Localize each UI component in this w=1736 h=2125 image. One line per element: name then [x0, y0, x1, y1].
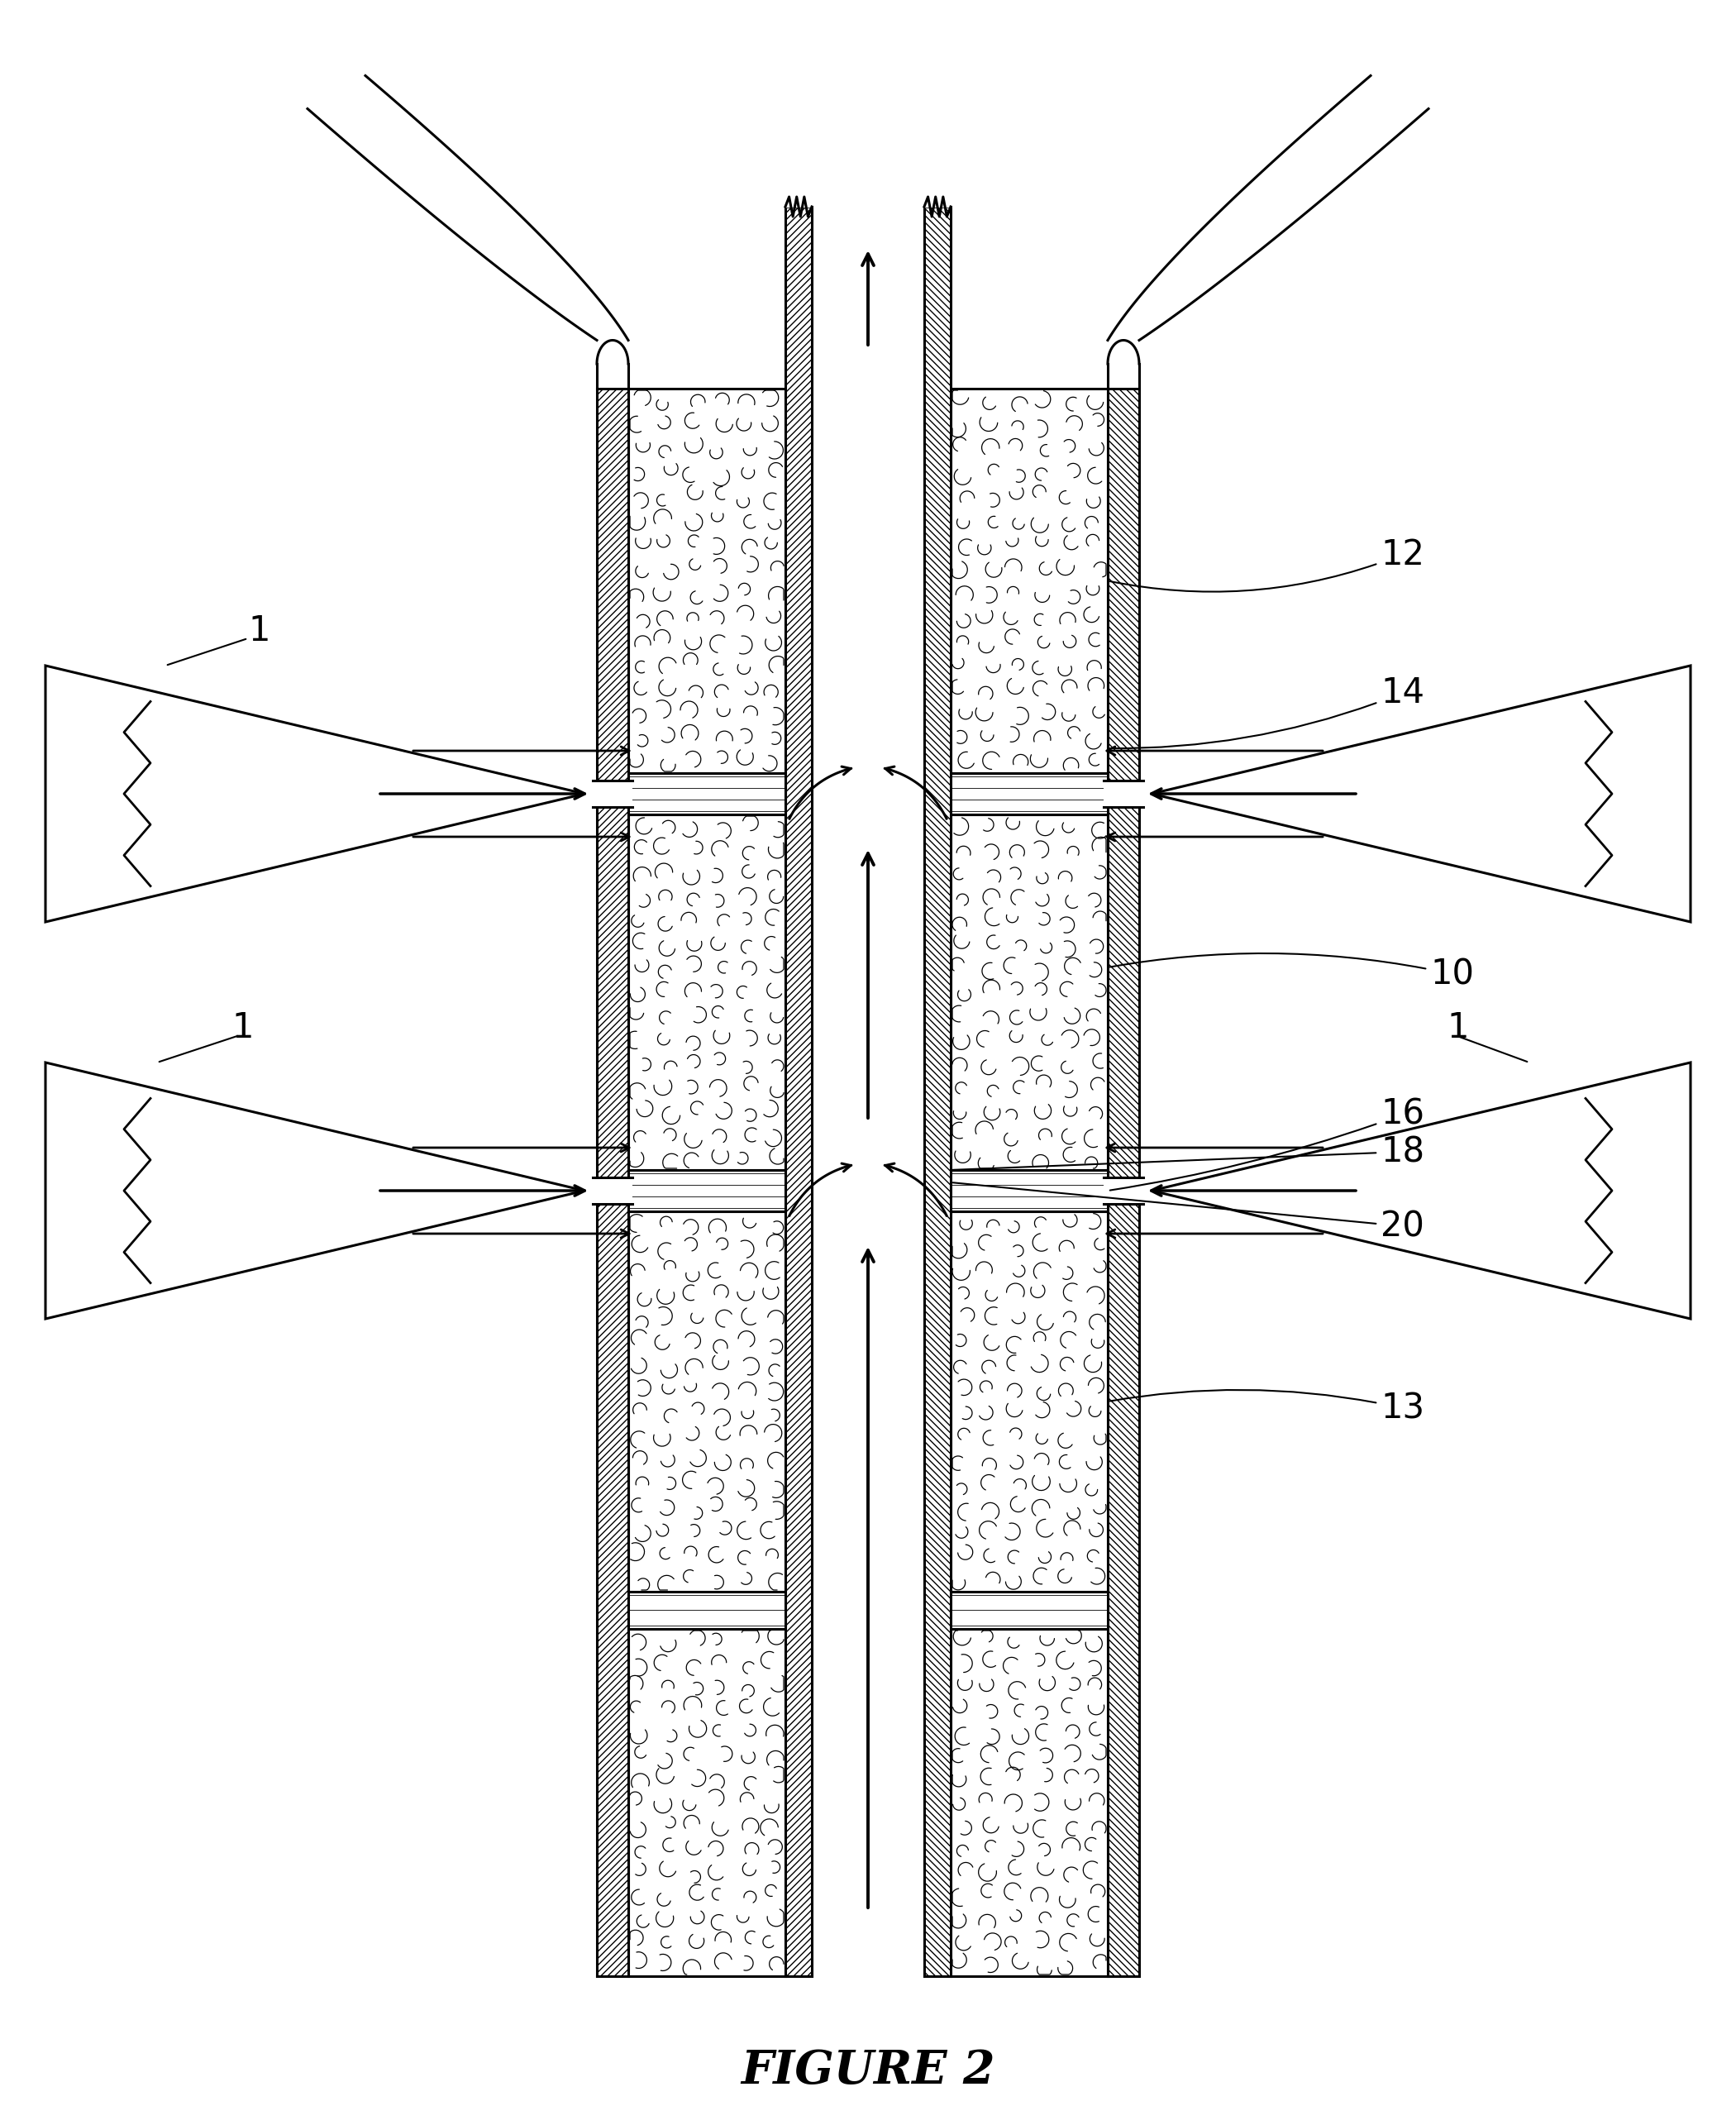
Text: 1: 1 — [248, 614, 269, 648]
Bar — [951, 1171, 1108, 1211]
Bar — [951, 389, 1108, 774]
Bar — [592, 780, 632, 808]
Text: 13: 13 — [1109, 1390, 1425, 1426]
Text: 12: 12 — [1109, 538, 1424, 591]
Text: 10: 10 — [1109, 954, 1474, 992]
Bar — [785, 206, 812, 1976]
Bar — [628, 774, 785, 814]
Bar — [951, 774, 1108, 814]
Bar — [592, 1177, 632, 1205]
Bar — [1104, 780, 1144, 808]
Text: 1: 1 — [231, 1009, 253, 1046]
Text: 14: 14 — [1109, 676, 1424, 748]
Bar — [1104, 1177, 1144, 1205]
Bar — [597, 389, 628, 1976]
Bar — [628, 814, 785, 1171]
Bar — [951, 1211, 1108, 1592]
Text: 18: 18 — [953, 1135, 1425, 1171]
Bar — [628, 1211, 785, 1592]
Bar — [951, 814, 1108, 1171]
Text: 20: 20 — [953, 1184, 1424, 1243]
Bar — [628, 389, 785, 774]
Bar — [924, 206, 951, 1976]
Bar — [628, 1171, 785, 1211]
Bar — [951, 1630, 1108, 1976]
Bar — [951, 1592, 1108, 1630]
Bar — [628, 1630, 785, 1976]
Bar — [628, 1592, 785, 1630]
Text: 1: 1 — [1446, 1009, 1469, 1046]
Text: 16: 16 — [1109, 1096, 1424, 1190]
Bar — [1108, 389, 1139, 1976]
Text: FIGURE 2: FIGURE 2 — [741, 2048, 995, 2093]
